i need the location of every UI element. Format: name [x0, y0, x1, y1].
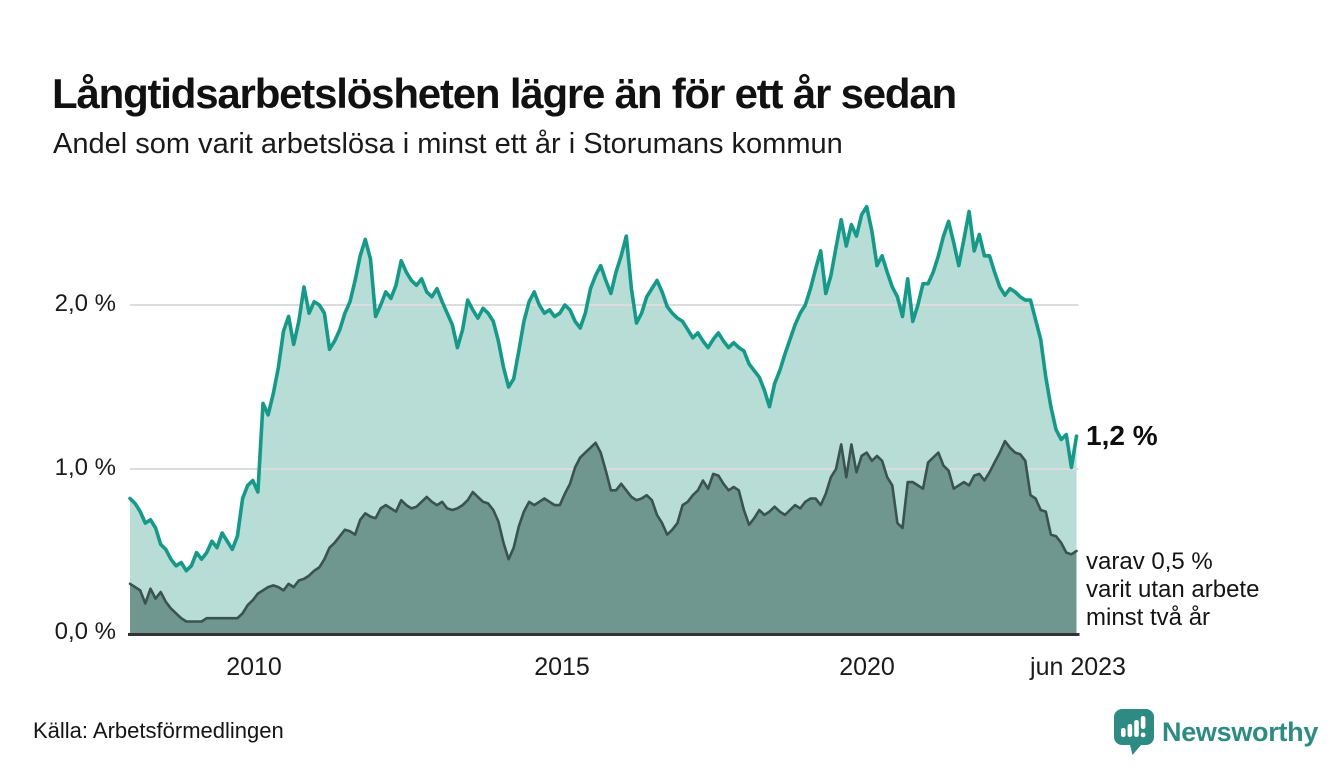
source-attribution: Källa: Arbetsförmedlingen — [33, 718, 284, 743]
series-end-value-label: 1,2 % — [1086, 420, 1158, 451]
x-axis-tick-2010: 2010 — [226, 653, 282, 681]
newsworthy-logo-link[interactable]: Newsworthy — [1114, 709, 1318, 755]
area-fill-2yr — [130, 441, 1077, 633]
y-axis-tick-2: 2,0 % — [54, 290, 116, 317]
y-axis-tick-1: 1,0 % — [54, 454, 116, 481]
line-2yr — [128, 439, 1078, 623]
x-axis-tick-jun2023: jun 2023 — [1030, 653, 1126, 681]
page-subtitle: Andel som varit arbetslösa i minst ett å… — [53, 128, 843, 160]
series-end-note-label: varav 0,5 % varit utan arbete minst två … — [1086, 548, 1260, 631]
x-axis-tick-2015: 2015 — [534, 653, 590, 681]
line-1yr — [128, 204, 1079, 573]
newsworthy-logo-text: Newsworthy — [1162, 717, 1319, 747]
y-axis-tick-0: 0,0 % — [54, 618, 116, 645]
x-axis-tick-2020: 2020 — [839, 653, 895, 681]
newsworthy-speech-bubble-chart-icon — [1114, 709, 1154, 755]
page-title: Långtidsarbetslösheten lägre än för ett … — [52, 70, 957, 118]
